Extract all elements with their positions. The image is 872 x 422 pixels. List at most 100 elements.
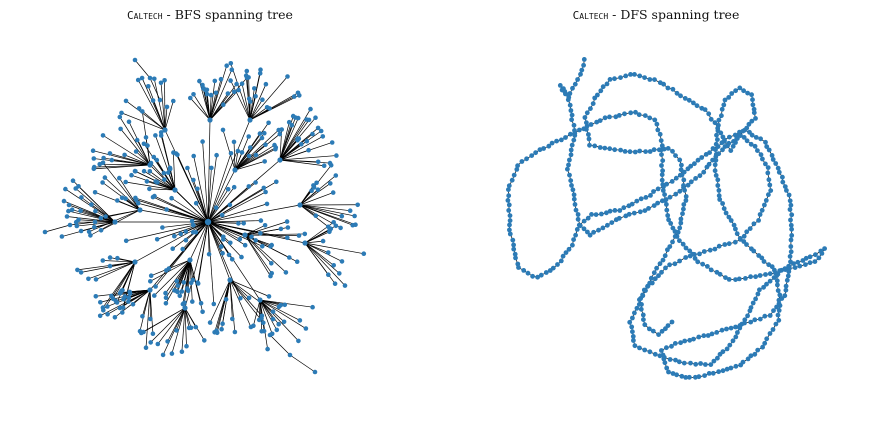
tree-node <box>221 102 226 107</box>
path-node <box>655 127 661 133</box>
tree-node <box>214 152 219 158</box>
path-node <box>616 215 622 221</box>
path-node <box>566 246 572 252</box>
tree-edge <box>244 234 287 273</box>
path-node <box>582 115 588 120</box>
tree-node <box>213 205 219 210</box>
tree-node <box>355 202 361 208</box>
path-node <box>723 210 729 216</box>
path-node <box>698 361 703 366</box>
path-node <box>679 172 685 178</box>
path-node <box>726 95 732 100</box>
tree-node <box>267 332 273 338</box>
tree-node <box>236 221 241 226</box>
tree-node <box>112 315 118 320</box>
tree-node <box>347 208 353 213</box>
tree-node <box>147 75 153 81</box>
tree-node <box>209 165 214 171</box>
path-node <box>571 192 577 198</box>
path-node <box>746 121 752 127</box>
path-node <box>667 262 672 268</box>
tree-node <box>155 180 160 185</box>
path-node <box>628 110 634 116</box>
tree-node <box>339 213 345 219</box>
tree-edge <box>229 279 236 333</box>
tree-node <box>264 105 270 110</box>
path-node <box>788 217 793 223</box>
path-node <box>765 170 771 176</box>
path-node <box>764 281 769 287</box>
tree-node <box>207 320 213 325</box>
path-node <box>744 229 750 235</box>
tree-node <box>135 77 141 83</box>
path-node <box>696 334 702 340</box>
path-node <box>764 144 770 150</box>
path-node <box>678 220 684 226</box>
path-node <box>538 272 544 278</box>
bfs-dataset-name: Caltech <box>127 9 163 22</box>
tree-node <box>332 281 338 287</box>
tree-edge <box>150 307 186 343</box>
tree-node <box>297 318 303 323</box>
tree-node <box>100 133 106 138</box>
tree-node <box>311 185 317 190</box>
path-node <box>618 75 623 80</box>
path-node <box>713 147 718 153</box>
path-node <box>637 345 642 351</box>
path-node <box>693 361 699 367</box>
hub-node <box>232 167 238 173</box>
tree-node <box>167 165 173 171</box>
tree-node <box>164 207 169 212</box>
path-node <box>731 222 737 228</box>
path-node <box>588 106 593 111</box>
hub-node <box>137 207 143 213</box>
tree-node <box>262 130 267 136</box>
path-node <box>612 147 618 153</box>
path-node <box>675 229 681 235</box>
tree-edge <box>234 144 275 171</box>
tree-node <box>269 261 274 266</box>
path-node <box>706 371 712 376</box>
path-node <box>572 81 578 87</box>
tree-edge <box>209 95 212 121</box>
path-node <box>652 351 658 357</box>
path-node <box>681 177 687 183</box>
path-node <box>787 254 793 259</box>
path-node <box>512 251 518 257</box>
path-node <box>773 161 779 166</box>
path-node <box>715 355 720 361</box>
tree-node <box>123 238 129 244</box>
path-node <box>659 269 664 275</box>
tree-node <box>193 324 199 330</box>
path-node <box>751 221 757 227</box>
path-node <box>670 86 676 92</box>
tree-edge <box>146 181 176 191</box>
hub-node <box>172 187 178 193</box>
path-node <box>515 163 520 169</box>
path-node <box>630 315 635 321</box>
tree-node <box>313 115 318 120</box>
tree-node <box>145 143 150 148</box>
tree-edge <box>182 259 191 305</box>
tree-node <box>143 345 149 351</box>
path-node <box>676 359 682 365</box>
tree-node <box>331 263 337 268</box>
path-node <box>785 273 791 279</box>
tree-edge <box>207 169 236 223</box>
tree-edge <box>244 234 299 236</box>
path-node <box>756 253 762 258</box>
path-node <box>716 369 721 375</box>
path-node <box>763 198 769 203</box>
path-node <box>762 340 768 346</box>
tree-edge <box>304 229 330 244</box>
path-node <box>722 139 727 144</box>
tree-node <box>328 181 333 186</box>
path-node <box>543 270 549 275</box>
hub-node <box>302 240 308 246</box>
path-node <box>673 175 679 181</box>
tree-edge <box>102 135 151 166</box>
path-node <box>565 97 571 103</box>
path-node <box>797 263 803 269</box>
tree-node <box>157 97 163 103</box>
path-node <box>659 348 664 353</box>
